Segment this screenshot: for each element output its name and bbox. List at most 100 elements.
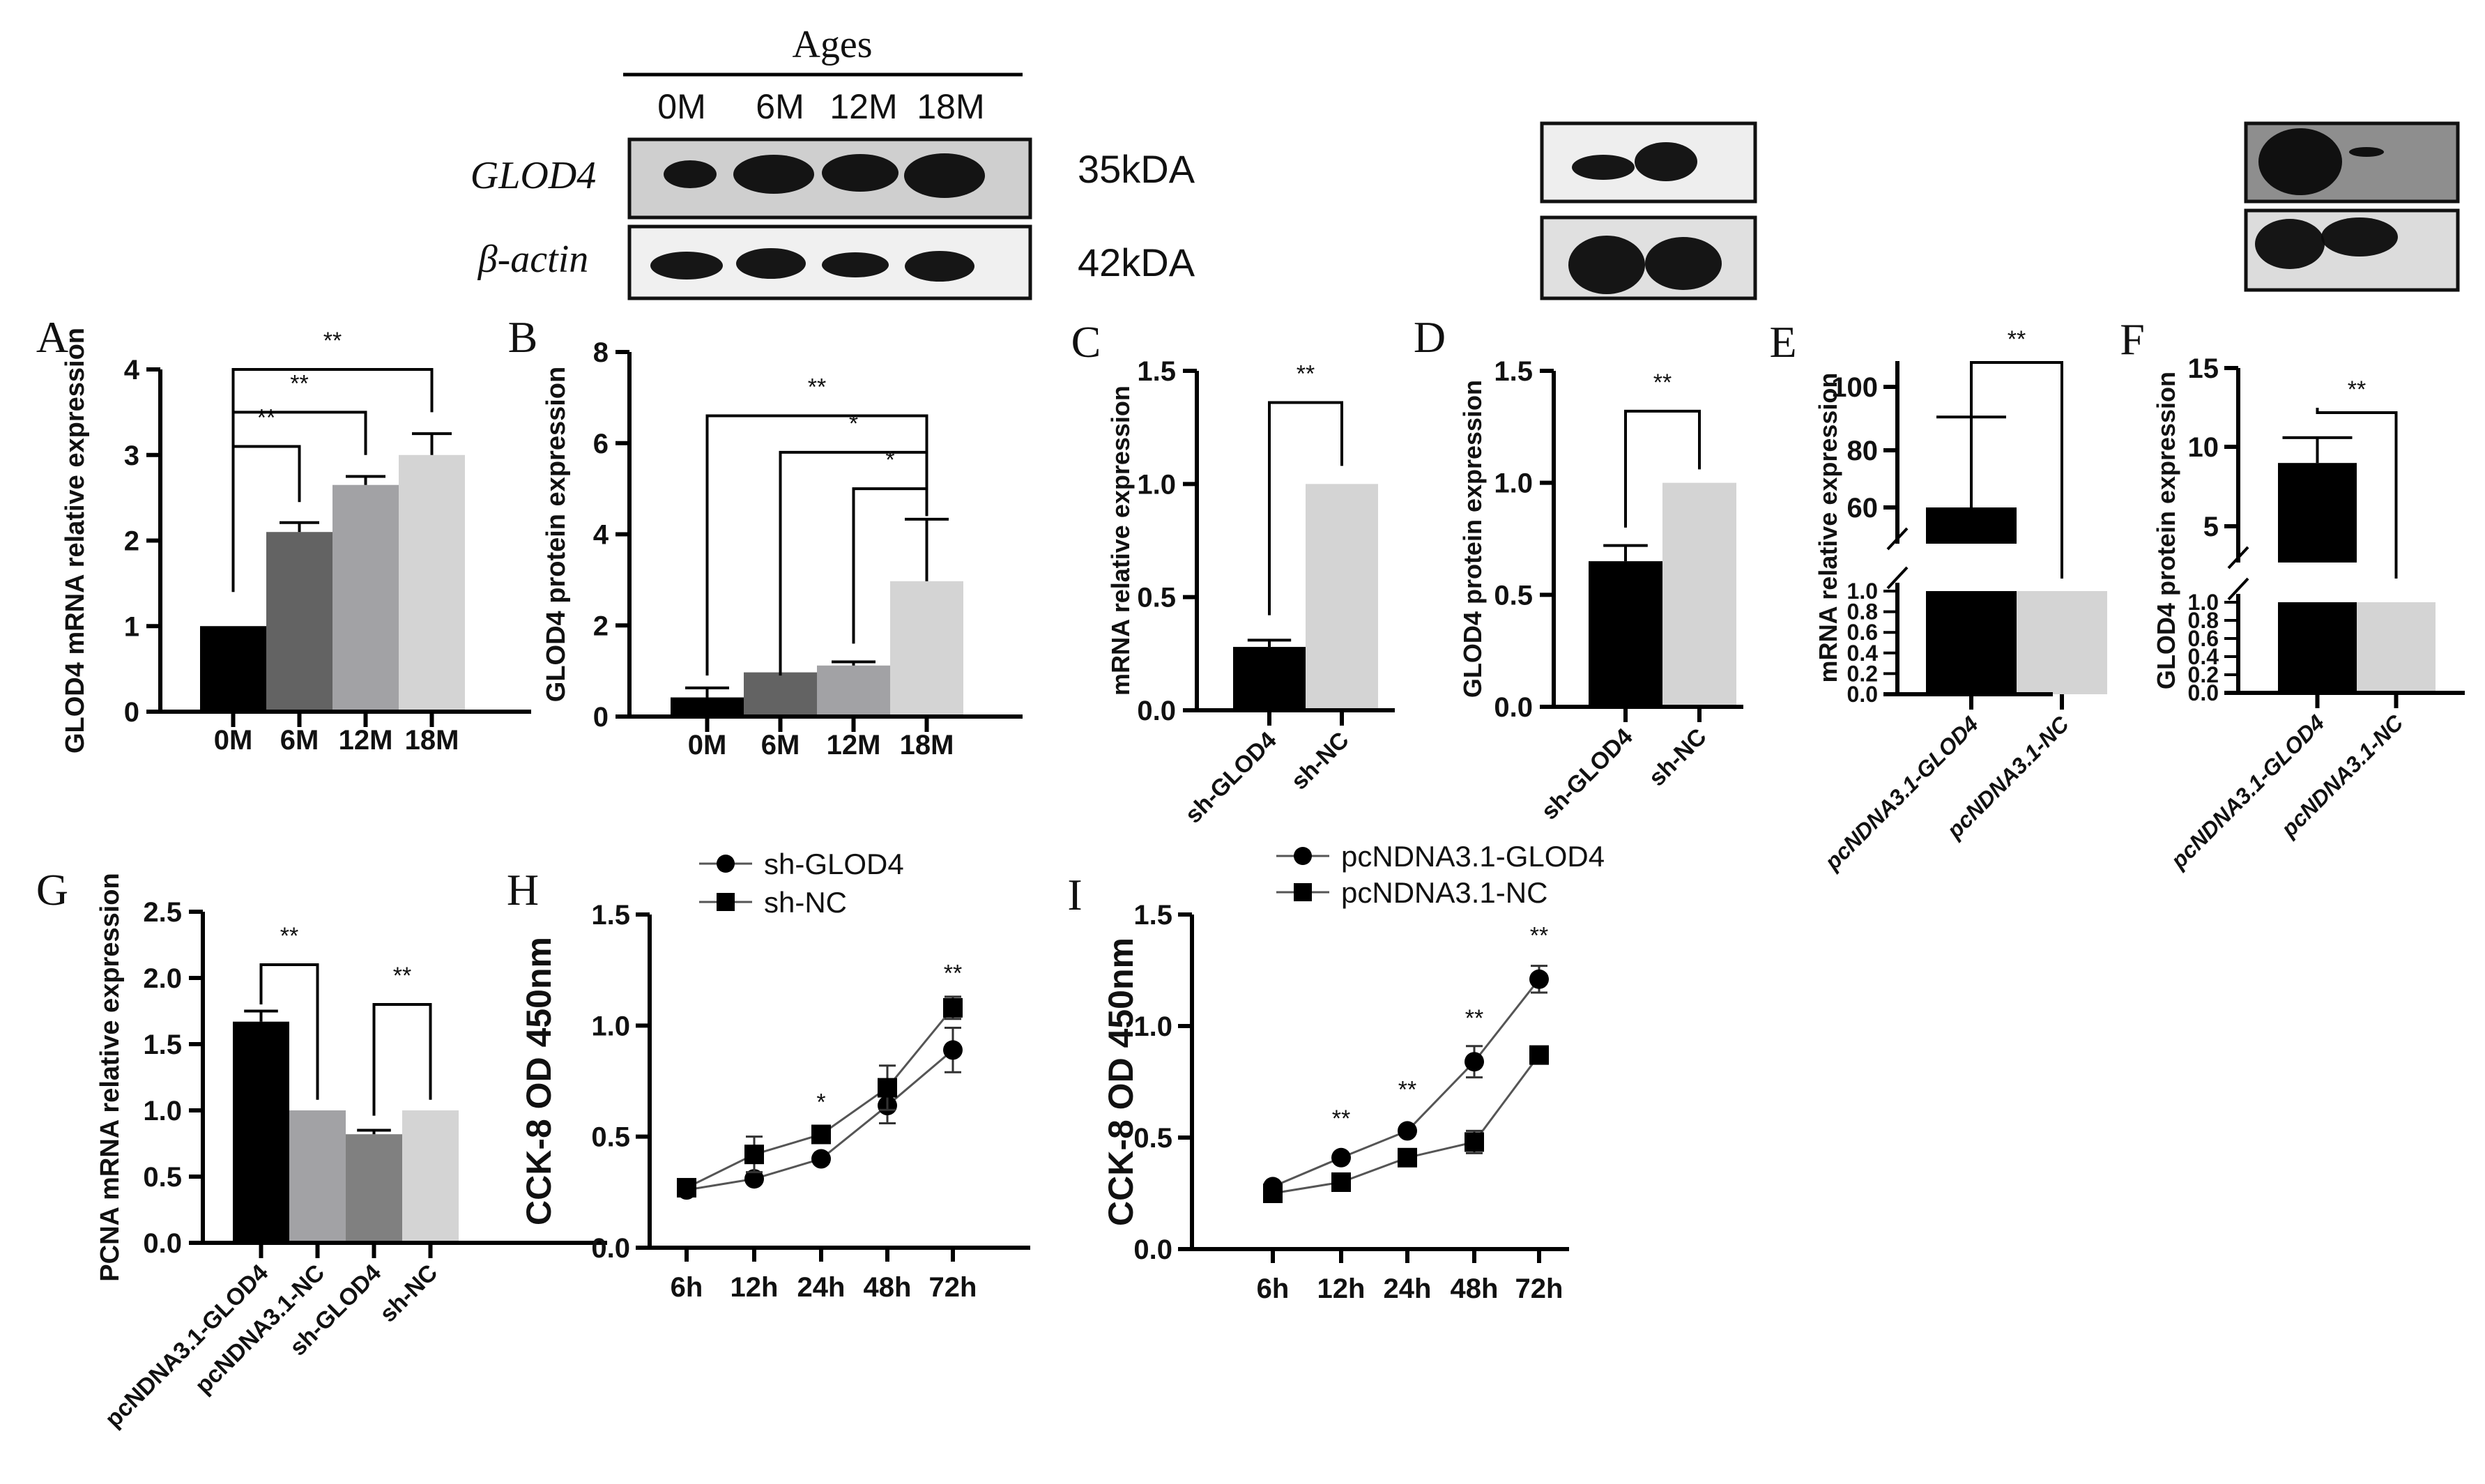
panel-d-bar-chart: 0.0 0.5 1.0 1.5 sh-GLOD4 sh-NC GLOD4 protein e… (1458, 356, 1743, 825)
significance-bracket (705, 414, 928, 676)
blot-band (1635, 142, 1697, 181)
significance-bracket (1268, 401, 1343, 615)
blot-band (822, 154, 899, 192)
lane-label: 6M (756, 87, 804, 126)
y-tick-label: 1.0 (2188, 590, 2219, 615)
y-tick-label: 2 (593, 611, 609, 641)
axis-break-mark (1886, 566, 1909, 590)
y-tick-label: 0.5 (1137, 583, 1176, 613)
bar (233, 1021, 289, 1243)
significance-label: ** (393, 963, 411, 989)
blot-band (2258, 128, 2342, 195)
blot-knockdown (1540, 121, 1757, 300)
circle-marker (1398, 1121, 1417, 1141)
blot-main: Ages 0M 6M 12M 18M GLOD4 β-actin 35kDA 42kDA (471, 23, 1195, 300)
significance-label: ** (1465, 1005, 1483, 1032)
blot-group-label: Ages (792, 23, 872, 66)
legend-label: pcNDNA3.1-GLOD4 (1341, 840, 1605, 873)
bar (266, 532, 332, 712)
legend-label: pcNDNA3.1-NC (1341, 876, 1547, 909)
bar (671, 697, 744, 717)
square-marker (878, 1078, 897, 1098)
blot-kda-label: 42kDA (1078, 240, 1195, 284)
blot-band (1645, 237, 1722, 290)
circle-marker (1465, 1052, 1484, 1072)
y-tick-label: 0.2 (1847, 661, 1878, 686)
x-tick-label: 48h (864, 1272, 912, 1303)
bar (890, 581, 963, 717)
blot-overexpression-glod4 (2244, 121, 2460, 204)
x-tick-label: 24h (797, 1272, 846, 1303)
blot-band (1572, 155, 1635, 180)
square-marker (811, 1124, 831, 1145)
significance-bracket (1624, 409, 1701, 528)
y-tick-label: 1.5 (1133, 900, 1172, 931)
significance-label: ** (323, 328, 342, 354)
x-tick-label: 24h (1384, 1273, 1432, 1304)
y-tick-label: 0.0 (1494, 692, 1533, 723)
charts: A B C D E F G H I 0 1 2 3 4 0M 6M 12M 18M GLOD4 mRNA relat… (36, 312, 2465, 1432)
significance-label: * (885, 447, 894, 473)
square-marker (943, 997, 963, 1018)
square-marker (1263, 1184, 1283, 1203)
y-tick-label: 1.0 (143, 1096, 182, 1126)
square-marker (1529, 1045, 1549, 1065)
panel-letter: B (508, 312, 538, 362)
x-tick-label: sh-GLOD4 (1536, 724, 1638, 825)
y-tick-label: 0.6 (1847, 620, 1878, 645)
y-tick-label: 4 (593, 520, 609, 551)
y-tick-label: 0.6 (2188, 626, 2219, 651)
y-tick-label: 1.0 (1494, 468, 1533, 499)
y-tick-label: 15 (2188, 353, 2219, 384)
significance-label: ** (944, 961, 962, 987)
y-tick-label: 0.5 (1133, 1123, 1172, 1154)
y-axis-title: GLOD4 protein expression (2152, 372, 2180, 689)
y-tick-label: 10 (2188, 432, 2219, 463)
significance-bracket (1970, 361, 2063, 579)
axis-break-mark (2227, 577, 2249, 601)
axis-break-mark (2227, 546, 2249, 569)
y-tick-label: 1.5 (143, 1030, 182, 1060)
x-tick-label: 6h (671, 1272, 703, 1303)
lane-label: 0M (657, 87, 705, 126)
bar (200, 626, 266, 712)
bar-lower-segment (2357, 602, 2436, 693)
square-marker (1465, 1132, 1484, 1152)
y-axis-title: mRNA relative expression (1106, 385, 1135, 696)
y-tick-label: 0.0 (1137, 696, 1176, 726)
x-tick-label: 48h (1451, 1273, 1499, 1304)
blot-beta-actin (627, 224, 1032, 300)
y-tick-label: 0 (124, 697, 139, 728)
blot-overexpression-actin (2244, 208, 2460, 292)
y-tick-label: 8 (593, 337, 609, 368)
bar (346, 1134, 402, 1243)
y-axis-title: GLOD4 mRNA relative expression (61, 328, 90, 754)
square-marker (677, 1177, 696, 1198)
panel-letter: I (1067, 870, 1082, 919)
blot-knockdown-glod4 (1540, 121, 1757, 204)
blot-band (733, 155, 814, 194)
y-tick-label: 4 (124, 355, 140, 385)
y-tick-label: 1.0 (1133, 1011, 1172, 1042)
western-blots: Ages 0M 6M 12M 18M GLOD4 β-actin 35kDA 42kDA (471, 23, 2460, 300)
y-tick-label: 0.0 (1847, 682, 1878, 707)
circle-marker (943, 1040, 963, 1060)
x-tick-label: pcNDNA3.1-GLOD4 (2166, 710, 2330, 873)
x-tick-label: 6M (761, 730, 800, 760)
lane-label: 12M (829, 87, 897, 126)
x-tick-label: 72h (929, 1272, 977, 1303)
blot-overexpression (2244, 121, 2460, 292)
circle-marker (1331, 1147, 1351, 1168)
panel-c-bar-chart: 0.0 0.5 1.0 1.5 sh-GLOD4 sh-NC mRNA relative e… (1106, 356, 1395, 829)
bar (332, 484, 399, 712)
y-tick-label: 1.5 (1494, 356, 1533, 387)
bar-lower-segment (2278, 602, 2357, 693)
blot-band (905, 251, 974, 282)
blot-band (2321, 217, 2398, 257)
panel-letter: E (1769, 317, 1796, 367)
panel-letter: C (1071, 317, 1101, 367)
y-tick-label: 0.0 (591, 1233, 630, 1264)
y-tick-label: 0.5 (143, 1162, 182, 1193)
y-tick-label: 2.5 (143, 897, 182, 928)
